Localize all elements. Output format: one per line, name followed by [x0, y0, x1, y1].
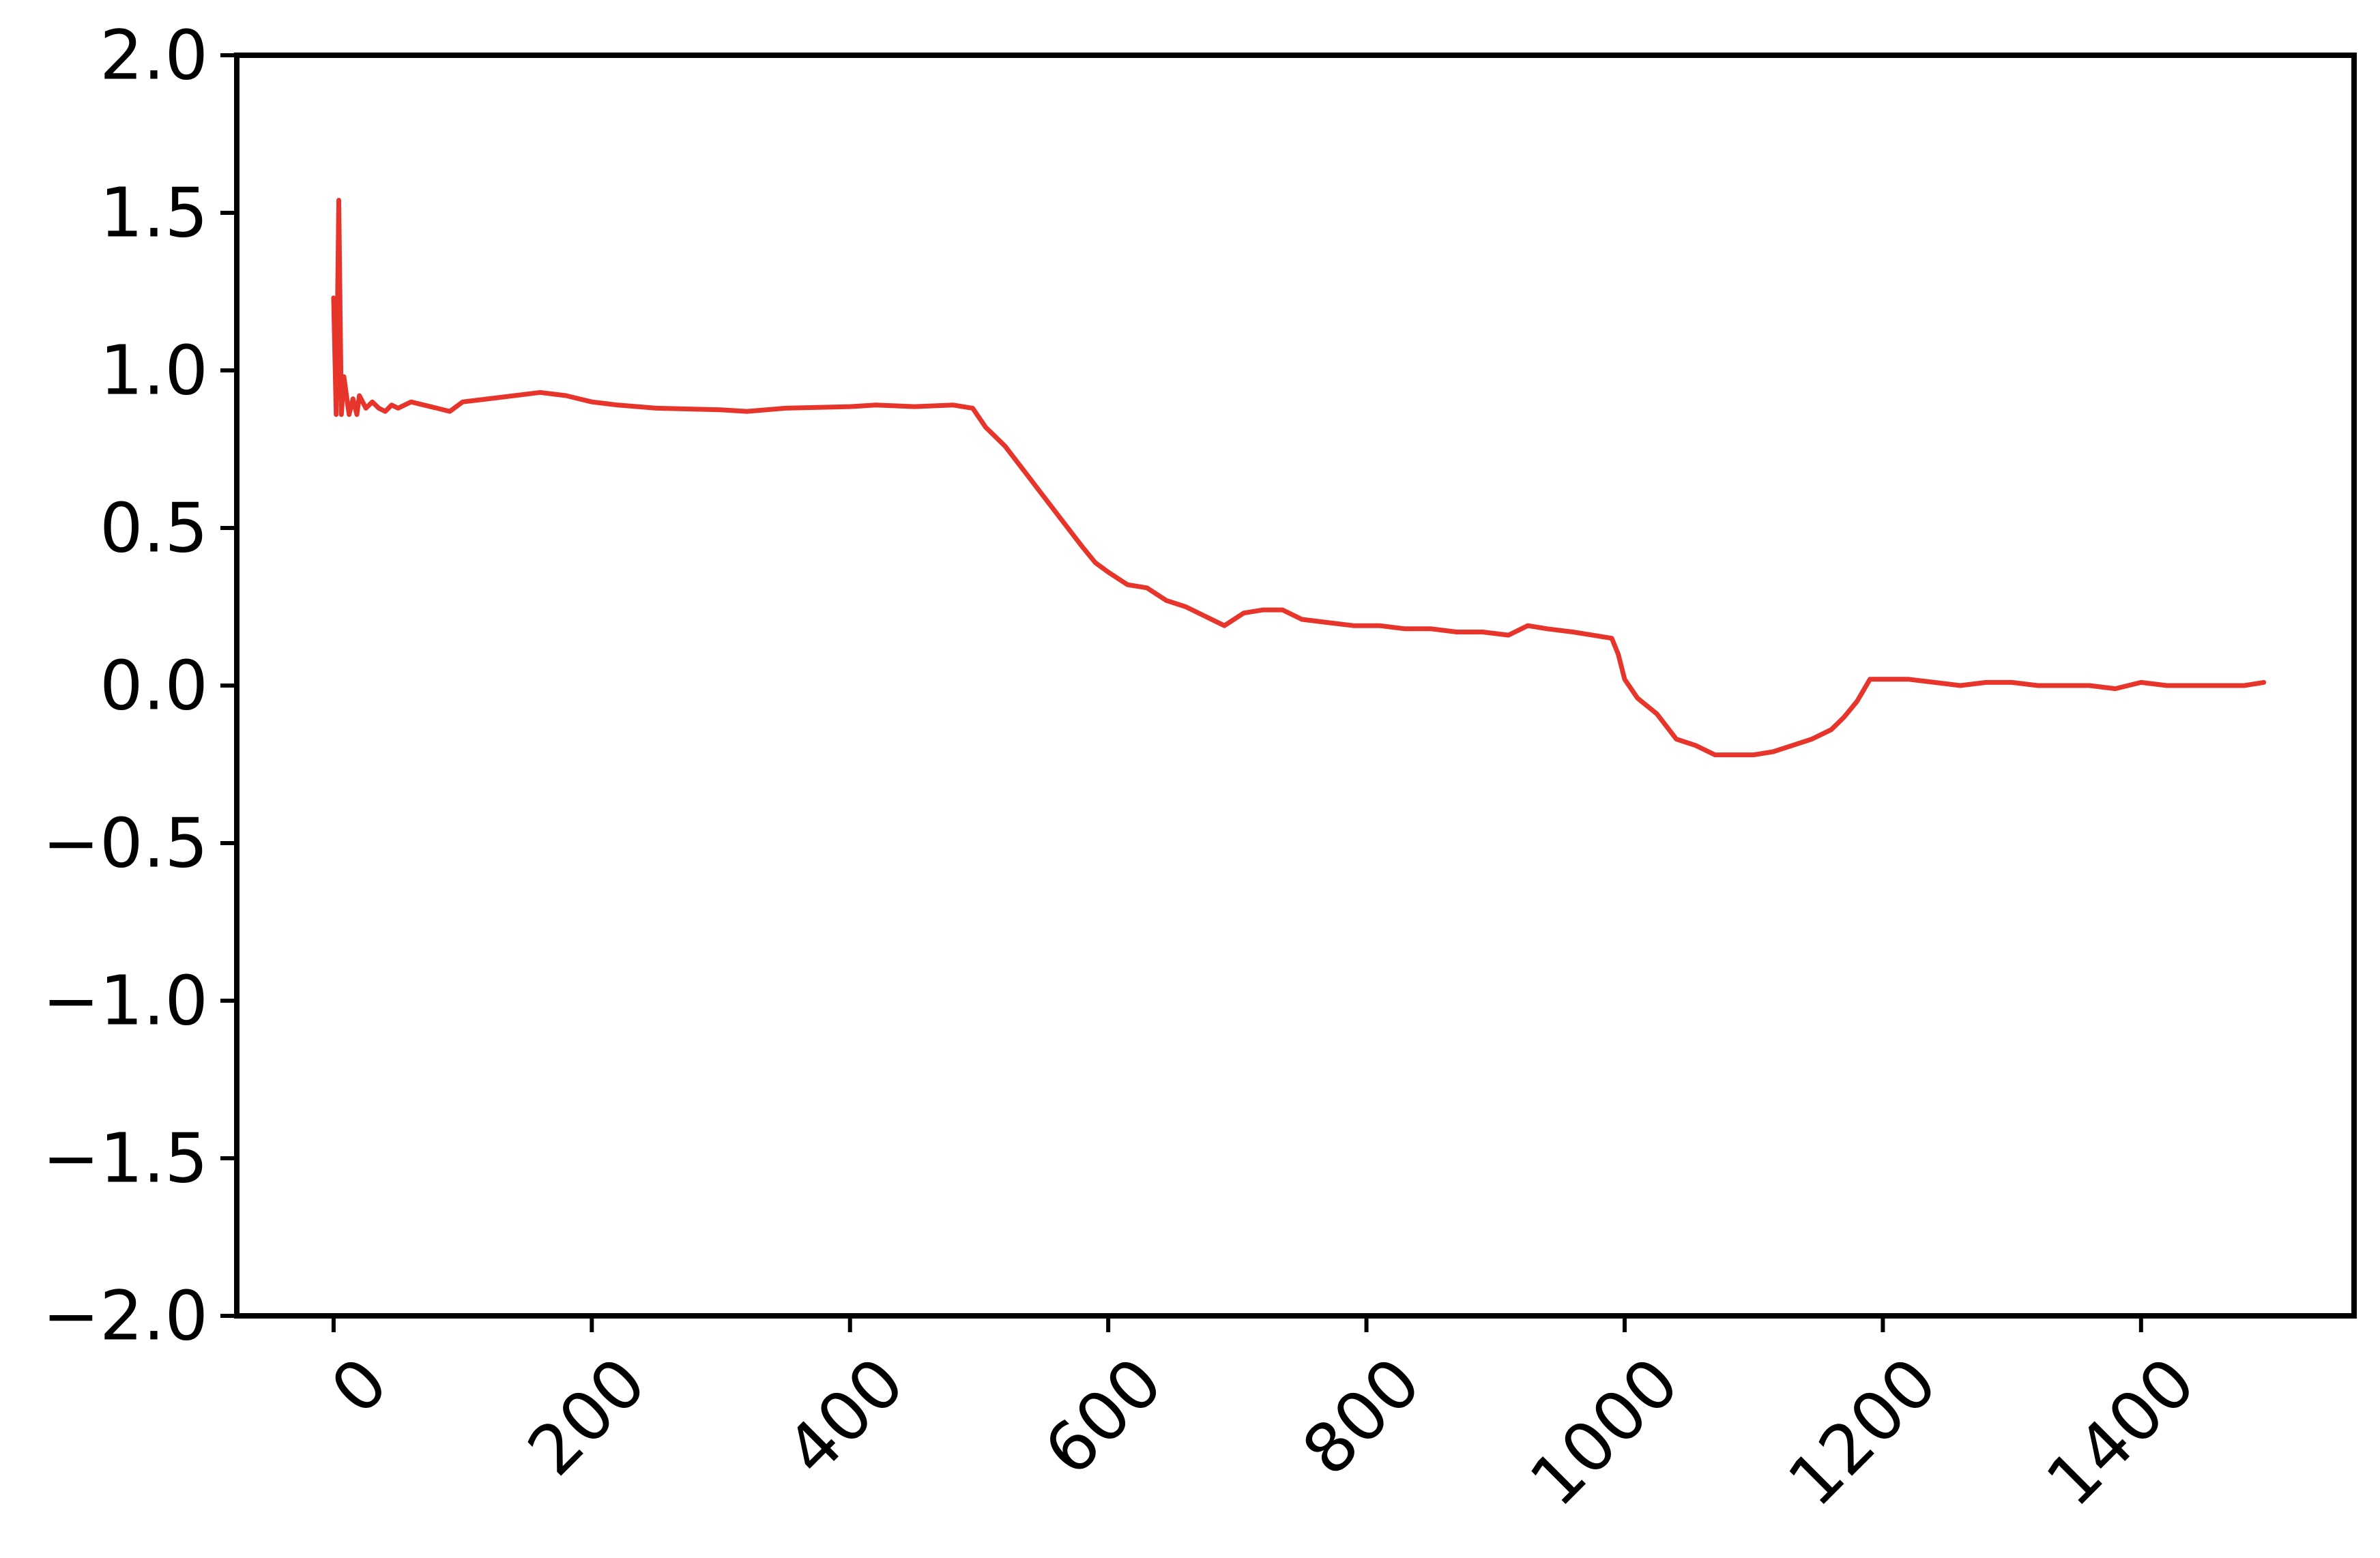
x-tick-label: 1200 [1773, 1342, 1952, 1522]
x-tick-label: 800 [1287, 1342, 1436, 1491]
y-tick-label: 0.5 [100, 488, 208, 568]
series-line [331, 198, 2267, 758]
y-axis: 2.0 1.5 1.0 0.5 0.0 −0.5 −1.0 −1.5 −2.0 [42, 16, 237, 1356]
y-tick-label: −0.5 [42, 804, 208, 883]
x-tick-label: 1000 [1515, 1342, 1694, 1522]
plot-area-frame [234, 53, 2357, 1319]
y-tick-label: 1.5 [100, 173, 208, 253]
y-tick-label: 2.0 [100, 16, 208, 95]
x-axis: 0 200 400 600 800 1000 1200 1400 [316, 1316, 2211, 1522]
x-tick-label: 0 [316, 1342, 403, 1430]
x-tick-label: 200 [512, 1342, 661, 1491]
y-tick-label: −1.0 [42, 961, 208, 1041]
y-tick-label: −2.0 [42, 1276, 208, 1356]
x-tick-label: 1400 [2031, 1342, 2211, 1522]
y-tick-label: 1.0 [100, 331, 208, 411]
x-tick-label: 400 [771, 1342, 920, 1491]
y-tick-label: 0.0 [100, 646, 208, 726]
y-tick-label: −1.5 [42, 1119, 208, 1199]
x-tick-label: 600 [1029, 1342, 1178, 1491]
